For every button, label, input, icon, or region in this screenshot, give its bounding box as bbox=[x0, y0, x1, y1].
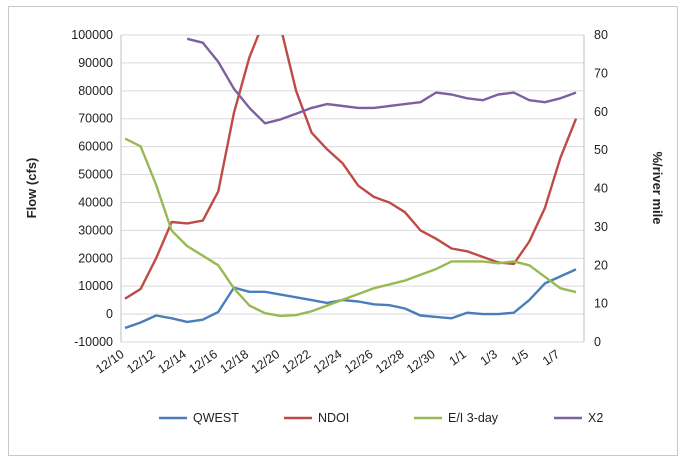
series-line-qwest bbox=[124, 268, 577, 330]
left-tick-label: 60000 bbox=[78, 140, 113, 154]
x-axis-ticks: 12/1012/1212/1412/1612/1812/2012/2212/24… bbox=[93, 347, 562, 376]
series-line-ndoi bbox=[124, 35, 578, 300]
x-tick-label: 12/12 bbox=[124, 347, 158, 376]
x-tick-label: 12/18 bbox=[217, 347, 251, 376]
x-tick-label: 12/28 bbox=[373, 347, 407, 376]
right-tick-label: 10 bbox=[594, 297, 608, 311]
left-tick-label: 50000 bbox=[78, 168, 113, 182]
line-chart: 1000009000080000700006000050000400003000… bbox=[24, 28, 665, 425]
x-tick-label: 12/20 bbox=[249, 347, 283, 376]
gridlines bbox=[120, 34, 585, 343]
series-lines bbox=[124, 35, 578, 330]
left-tick-label: 10000 bbox=[78, 279, 113, 293]
right-tick-label: 60 bbox=[594, 105, 608, 119]
left-axis-ticks: 1000009000080000700006000050000400003000… bbox=[71, 28, 113, 349]
legend-label: NDOI bbox=[318, 411, 349, 425]
right-tick-label: 80 bbox=[594, 28, 608, 42]
legend-label: X2 bbox=[588, 411, 603, 425]
right-axis-ticks: 80 70 60 50 40 30 20 10 0 bbox=[594, 28, 608, 349]
series-line-e-i-3-day bbox=[124, 137, 577, 318]
x-tick-label: 1/1 bbox=[447, 347, 469, 368]
right-tick-label: 50 bbox=[594, 143, 608, 157]
y-axis-title: Flow (cfs) bbox=[24, 158, 39, 219]
legend-label: QWEST bbox=[193, 411, 239, 425]
x-tick-label: 1/7 bbox=[540, 347, 562, 368]
x-tick-label: 12/26 bbox=[342, 347, 376, 376]
legend: QWEST NDOI E/I 3-day X2 bbox=[159, 411, 603, 425]
x-tick-label: 1/3 bbox=[478, 347, 500, 368]
x-tick-label: 12/14 bbox=[155, 347, 189, 376]
right-tick-label: 0 bbox=[594, 335, 601, 349]
chart-frame: 100000 90000 80000 70000 60000 50000 40000 3000… bbox=[8, 6, 678, 456]
left-tick-label: 0 bbox=[106, 307, 113, 321]
left-tick-label: 80000 bbox=[78, 84, 113, 98]
x-tick-label: 12/16 bbox=[186, 347, 220, 376]
x-tick-label: 12/30 bbox=[404, 347, 438, 376]
x-tick-label: 12/22 bbox=[280, 347, 314, 376]
legend-label: E/I 3-day bbox=[448, 411, 499, 425]
left-tick-label: 20000 bbox=[78, 251, 113, 265]
left-tick-label: 70000 bbox=[78, 112, 113, 126]
left-tick-label: 100000 bbox=[71, 28, 113, 42]
series-line-x2 bbox=[186, 37, 577, 125]
x-tick-label: 12/24 bbox=[311, 347, 345, 376]
left-tick-label: 90000 bbox=[78, 56, 113, 70]
left-tick-label: 30000 bbox=[78, 223, 113, 237]
right-tick-label: 40 bbox=[594, 182, 608, 196]
right-tick-label: 30 bbox=[594, 220, 608, 234]
left-tick-label: -10000 bbox=[74, 335, 113, 349]
right-tick-label: 70 bbox=[594, 66, 608, 80]
right-tick-label: 20 bbox=[594, 258, 608, 272]
y2-axis-title: %/river mile bbox=[650, 152, 665, 225]
x-tick-label: 1/5 bbox=[509, 347, 531, 368]
x-tick-label: 12/10 bbox=[93, 347, 127, 376]
left-tick-label: 40000 bbox=[78, 195, 113, 209]
